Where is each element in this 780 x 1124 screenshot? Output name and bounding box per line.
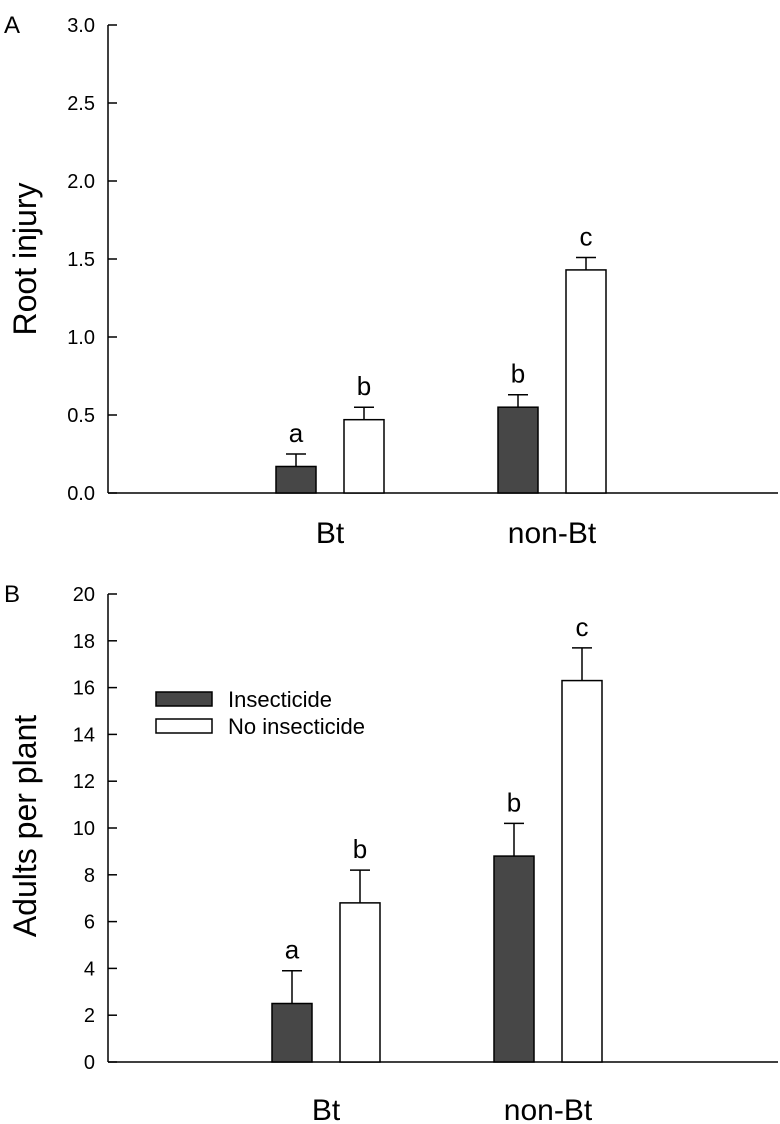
legend-swatch bbox=[155, 718, 213, 734]
bar-insecticide-non-bt bbox=[497, 406, 539, 494]
y-tick-label: 3.0 bbox=[67, 15, 95, 37]
significance-letter: a bbox=[289, 418, 304, 448]
y-tick-label: 4 bbox=[84, 958, 95, 980]
y-tick-label: 16 bbox=[73, 678, 95, 700]
y-tick-label: 0.0 bbox=[67, 483, 95, 505]
bar-no-insecticide-non-bt bbox=[565, 269, 607, 494]
panel-label: A bbox=[4, 12, 20, 39]
x-category-label: non-Bt bbox=[508, 517, 597, 550]
y-tick-label: 2.5 bbox=[67, 93, 95, 115]
legend-swatch bbox=[155, 691, 213, 707]
bar-no-insecticide-bt bbox=[343, 418, 385, 494]
y-tick-label: 2.0 bbox=[67, 171, 95, 193]
y-tick-label: 12 bbox=[73, 771, 95, 793]
bar-no-insecticide-non-bt bbox=[561, 679, 603, 1063]
y-tick-label: 10 bbox=[73, 818, 95, 840]
y-tick-label: 1.5 bbox=[67, 249, 95, 271]
bar-no-insecticide-bt bbox=[339, 902, 381, 1063]
significance-letter: c bbox=[580, 221, 593, 251]
y-axis-title: Adults per plant bbox=[7, 715, 43, 937]
y-axis-title: Root injury bbox=[7, 183, 43, 336]
legend-label: No insecticide bbox=[228, 714, 365, 739]
y-tick-label: 18 bbox=[73, 631, 95, 653]
bar-insecticide-bt bbox=[275, 465, 317, 494]
legend-label: Insecticide bbox=[228, 687, 332, 712]
significance-letter: b bbox=[353, 834, 367, 864]
y-tick-label: 0.5 bbox=[67, 405, 95, 427]
y-tick-label: 0 bbox=[84, 1052, 95, 1074]
bar-insecticide-bt bbox=[271, 1002, 313, 1063]
y-tick-label: 14 bbox=[73, 724, 95, 746]
significance-letter: b bbox=[507, 787, 521, 817]
x-category-label: Bt bbox=[316, 517, 345, 550]
significance-letter: b bbox=[357, 371, 371, 401]
panel-label: B bbox=[4, 581, 20, 608]
y-tick-label: 1.0 bbox=[67, 327, 95, 349]
significance-letter: c bbox=[576, 612, 589, 642]
x-category-label: Bt bbox=[312, 1094, 341, 1124]
y-tick-label: 6 bbox=[84, 912, 95, 934]
y-tick-label: 8 bbox=[84, 865, 95, 887]
y-tick-label: 20 bbox=[73, 584, 95, 606]
bar-insecticide-non-bt bbox=[493, 855, 535, 1063]
significance-letter: a bbox=[285, 935, 300, 965]
significance-letter: b bbox=[511, 359, 525, 389]
y-tick-label: 2 bbox=[84, 1005, 95, 1027]
x-category-label: non-Bt bbox=[504, 1094, 593, 1124]
